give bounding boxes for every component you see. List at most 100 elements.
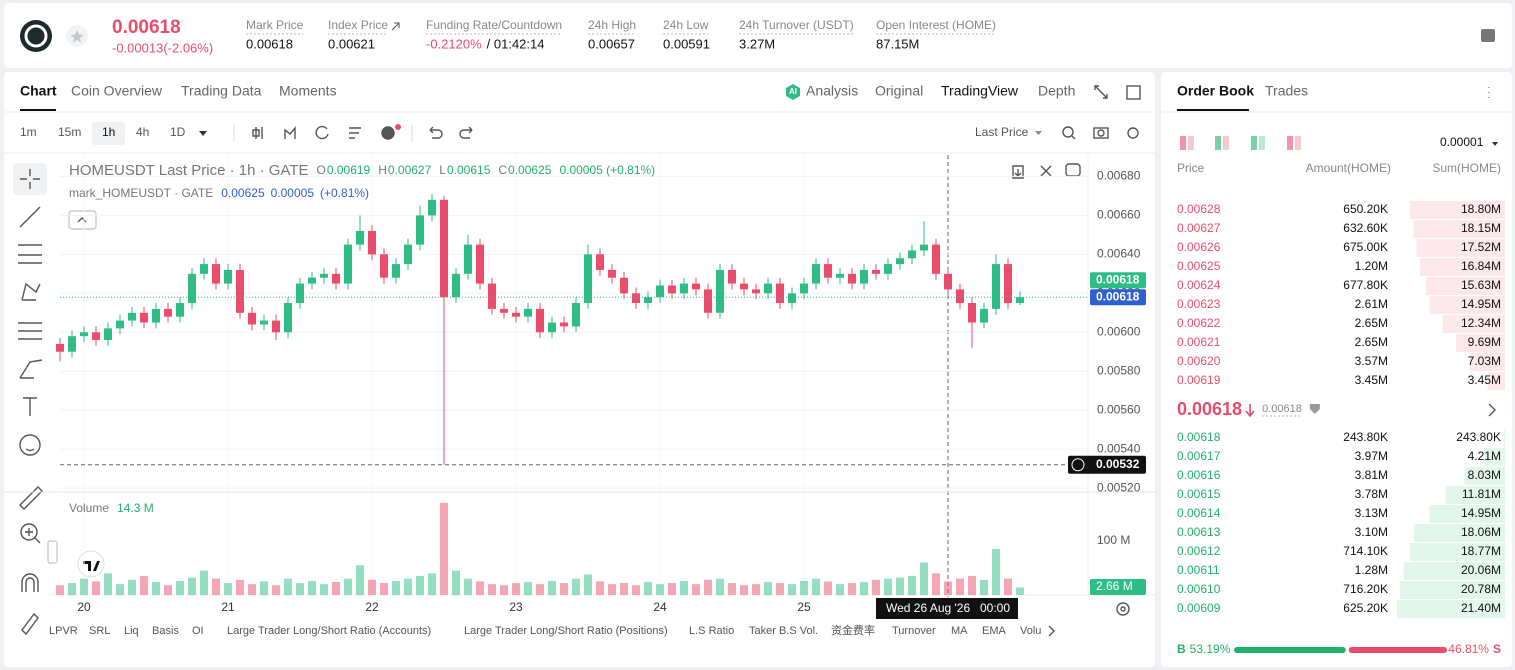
layout-icon[interactable] bbox=[1188, 136, 1194, 150]
candle-body bbox=[104, 328, 112, 341]
drawing-tools[interactable] bbox=[13, 163, 47, 636]
row-price[interactable]: 0.00628 bbox=[1177, 202, 1221, 216]
chart-panel bbox=[4, 72, 1155, 667]
indicator-tab[interactable]: Basis bbox=[152, 625, 179, 637]
row-sum: 14.95M bbox=[1461, 297, 1501, 311]
layout-icon[interactable] bbox=[1287, 136, 1293, 150]
indicator-tab[interactable]: OI bbox=[192, 625, 204, 637]
row-price[interactable]: 0.00612 bbox=[1177, 544, 1221, 558]
indicator-tab[interactable]: L.S Ratio bbox=[689, 625, 734, 637]
chart-tab[interactable]: Chart bbox=[20, 83, 57, 99]
indicator-tab[interactable]: Liq bbox=[124, 625, 139, 637]
row-price[interactable]: 0.00613 bbox=[1177, 525, 1221, 539]
row-price[interactable]: 0.00626 bbox=[1177, 240, 1221, 254]
orderbook-tab[interactable]: Trades bbox=[1265, 83, 1308, 99]
row-price[interactable]: 0.00624 bbox=[1177, 278, 1221, 292]
depth-bar bbox=[1464, 467, 1505, 485]
row-price[interactable]: 0.00620 bbox=[1177, 354, 1221, 368]
view-tab[interactable]: Depth bbox=[1038, 83, 1075, 99]
row-sum: 11.81M bbox=[1462, 487, 1501, 501]
book-icon[interactable] bbox=[1481, 29, 1495, 42]
row-amount: 632.60K bbox=[1343, 221, 1388, 235]
candle-body bbox=[884, 264, 892, 274]
volume-bar bbox=[1016, 587, 1024, 595]
row-price[interactable]: 0.00621 bbox=[1177, 335, 1221, 349]
candle-body bbox=[1016, 297, 1024, 304]
chart-tab[interactable]: Coin Overview bbox=[71, 83, 163, 99]
indicator-tab[interactable]: Large Trader Long/Short Ratio (Accounts) bbox=[227, 625, 431, 637]
interval[interactable]: 1h bbox=[102, 125, 115, 139]
indicator-tab[interactable]: EMA bbox=[982, 625, 1007, 637]
row-price[interactable]: 0.00611 bbox=[1177, 563, 1220, 577]
interval[interactable]: 1m bbox=[20, 125, 37, 139]
stat-value: 0.00591 bbox=[663, 36, 710, 51]
candle-body bbox=[284, 303, 292, 333]
volume-bar bbox=[908, 576, 916, 595]
indicator-tab[interactable]: Large Trader Long/Short Ratio (Positions… bbox=[464, 625, 668, 637]
row-price[interactable]: 0.00618 bbox=[1177, 430, 1221, 444]
row-price[interactable]: 0.00625 bbox=[1177, 259, 1221, 273]
volume-bar bbox=[608, 584, 616, 595]
interval[interactable]: 1D bbox=[170, 125, 186, 139]
indicator-tab[interactable]: SRL bbox=[89, 625, 110, 637]
orderbook-tab[interactable]: Order Book bbox=[1177, 83, 1254, 99]
column-header: Amount(HOME) bbox=[1306, 161, 1391, 175]
toolbar-icons[interactable] bbox=[47, 85, 1496, 637]
row-price[interactable]: 0.00627 bbox=[1177, 221, 1221, 235]
crosshair-tag-text: 0.00532 bbox=[1096, 457, 1140, 471]
indicator-tab[interactable]: Taker B.S Vol. bbox=[749, 625, 818, 637]
view-tab[interactable]: Original bbox=[875, 83, 923, 99]
volume-bar bbox=[1004, 578, 1012, 595]
row-price[interactable]: 0.00619 bbox=[1177, 373, 1221, 387]
sell-bar bbox=[1348, 647, 1447, 653]
layout-icon[interactable] bbox=[1295, 136, 1301, 150]
chart-tab[interactable]: Moments bbox=[279, 83, 337, 99]
indicator-tab[interactable]: Turnover bbox=[892, 625, 936, 637]
y-tick-label: 0.00560 bbox=[1097, 402, 1141, 416]
volume-bar bbox=[176, 580, 184, 595]
row-price[interactable]: 0.00623 bbox=[1177, 297, 1221, 311]
indicator-tab[interactable]: MA bbox=[951, 625, 968, 637]
indicator-tab[interactable]: LPVR bbox=[49, 625, 78, 637]
indicator-tab[interactable]: Volu bbox=[1020, 625, 1041, 637]
row-price[interactable]: 0.00622 bbox=[1177, 316, 1221, 330]
row-price[interactable]: 0.00610 bbox=[1177, 582, 1221, 596]
row-price[interactable]: 0.00615 bbox=[1177, 487, 1221, 501]
candle-body bbox=[188, 273, 196, 304]
volume-bar bbox=[416, 576, 424, 595]
volume-bar bbox=[632, 585, 640, 595]
logo bbox=[20, 20, 52, 52]
row-price[interactable]: 0.00616 bbox=[1177, 468, 1221, 482]
external-icon bbox=[391, 22, 400, 31]
layout-icon[interactable] bbox=[1223, 136, 1229, 150]
candle-body bbox=[692, 283, 700, 290]
depth-bar bbox=[1429, 296, 1505, 314]
row-price[interactable]: 0.00609 bbox=[1177, 601, 1221, 615]
candle-body bbox=[92, 332, 100, 341]
layout-icon[interactable] bbox=[1215, 136, 1221, 150]
layout-icon[interactable] bbox=[1251, 136, 1257, 150]
volume-bar bbox=[968, 576, 976, 595]
row-price[interactable]: 0.00614 bbox=[1177, 506, 1221, 520]
candle-body bbox=[956, 289, 964, 304]
interval[interactable]: 15m bbox=[58, 125, 81, 139]
add-alert-icon[interactable] bbox=[1071, 458, 1085, 472]
interval[interactable]: 4h bbox=[136, 125, 149, 139]
chart-tab[interactable]: Trading Data bbox=[181, 83, 262, 99]
depth-bar bbox=[1469, 353, 1505, 371]
price-type[interactable]: Last Price bbox=[975, 125, 1029, 139]
row-amount: 677.80K bbox=[1343, 278, 1388, 292]
volume-bar bbox=[536, 584, 544, 595]
row-price[interactable]: 0.00617 bbox=[1177, 449, 1221, 463]
view-tab[interactable]: TradingView bbox=[941, 83, 1019, 99]
indicator-tab[interactable]: 资金费率 bbox=[831, 623, 875, 637]
layout-icon[interactable] bbox=[1259, 136, 1265, 150]
row-sum: 20.78M bbox=[1461, 582, 1501, 596]
volume-bar bbox=[668, 583, 676, 595]
precision-select[interactable]: 0.00001 bbox=[1440, 135, 1484, 149]
mark-price-tag-text: 0.00618 bbox=[1096, 289, 1140, 303]
layout-icon[interactable] bbox=[1180, 136, 1186, 150]
depth-bar bbox=[1410, 201, 1505, 219]
view-tab[interactable]: Analysis bbox=[806, 83, 858, 99]
candle-body bbox=[644, 297, 652, 304]
